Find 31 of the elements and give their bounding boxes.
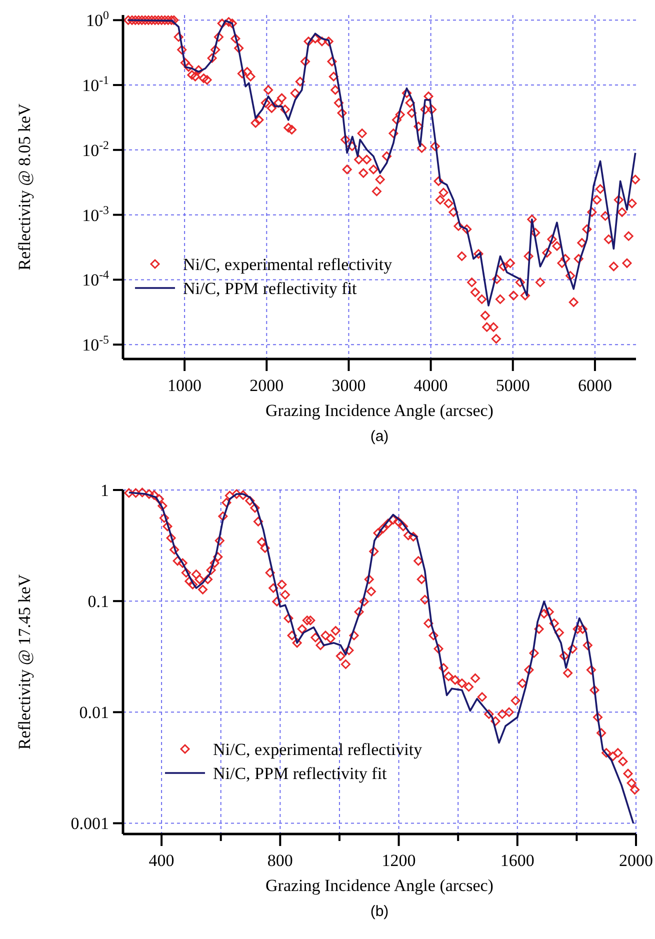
- y-tick-label: 10$^{-2}$: [82, 138, 110, 160]
- y-tick-label: 10$^{-3}$: [82, 202, 110, 225]
- legend-label: Ni/C, experimental reflectivity: [183, 255, 393, 274]
- text: (a): [370, 428, 389, 445]
- legend-label: Ni/C, experimental reflectivity: [213, 740, 423, 759]
- x-tick-label: 4000: [414, 376, 448, 395]
- y-tick-label: 10$^{0}$: [86, 8, 110, 30]
- y-tick-label: 0.001: [70, 814, 109, 834]
- y-tick-label: 10$^{-5}$: [82, 332, 110, 355]
- y-axis-title: Reflectivity @ 17.45 keV: [15, 574, 34, 750]
- x-tick-label: 400: [148, 851, 174, 870]
- legend-label: Ni/C, PPM reflectivity fit: [213, 764, 388, 783]
- x-tick-label: 1200: [382, 851, 416, 870]
- x-tick-label: 6000: [578, 376, 612, 395]
- x-tick-label: 5000: [496, 376, 530, 395]
- x-tick-label: 1600: [500, 851, 534, 870]
- legend-label: Ni/C, PPM reflectivity fit: [183, 279, 358, 298]
- y-tick-label: 0.1: [88, 592, 109, 612]
- y-tick-label: 1: [100, 481, 109, 500]
- x-tick-label: 800: [267, 851, 293, 870]
- y-tick-label: 10$^{-4}$: [82, 268, 110, 290]
- y-axis-title: Reflectivity @ 8.05 keV: [15, 102, 34, 270]
- x-tick-label: 2000: [250, 376, 284, 395]
- x-tick-label: 1000: [168, 376, 202, 395]
- x-tick-label: 2000: [619, 851, 653, 870]
- y-tick-label: 0.01: [79, 703, 109, 722]
- x-tick-label: 3000: [332, 376, 366, 395]
- x-axis-title: Grazing Incidence Angle (arcsec): [266, 401, 494, 420]
- y-tick-label: 10$^{-1}$: [82, 73, 110, 96]
- x-axis-title: Grazing Incidence Angle (arcsec): [266, 876, 494, 895]
- text: (b): [370, 903, 389, 920]
